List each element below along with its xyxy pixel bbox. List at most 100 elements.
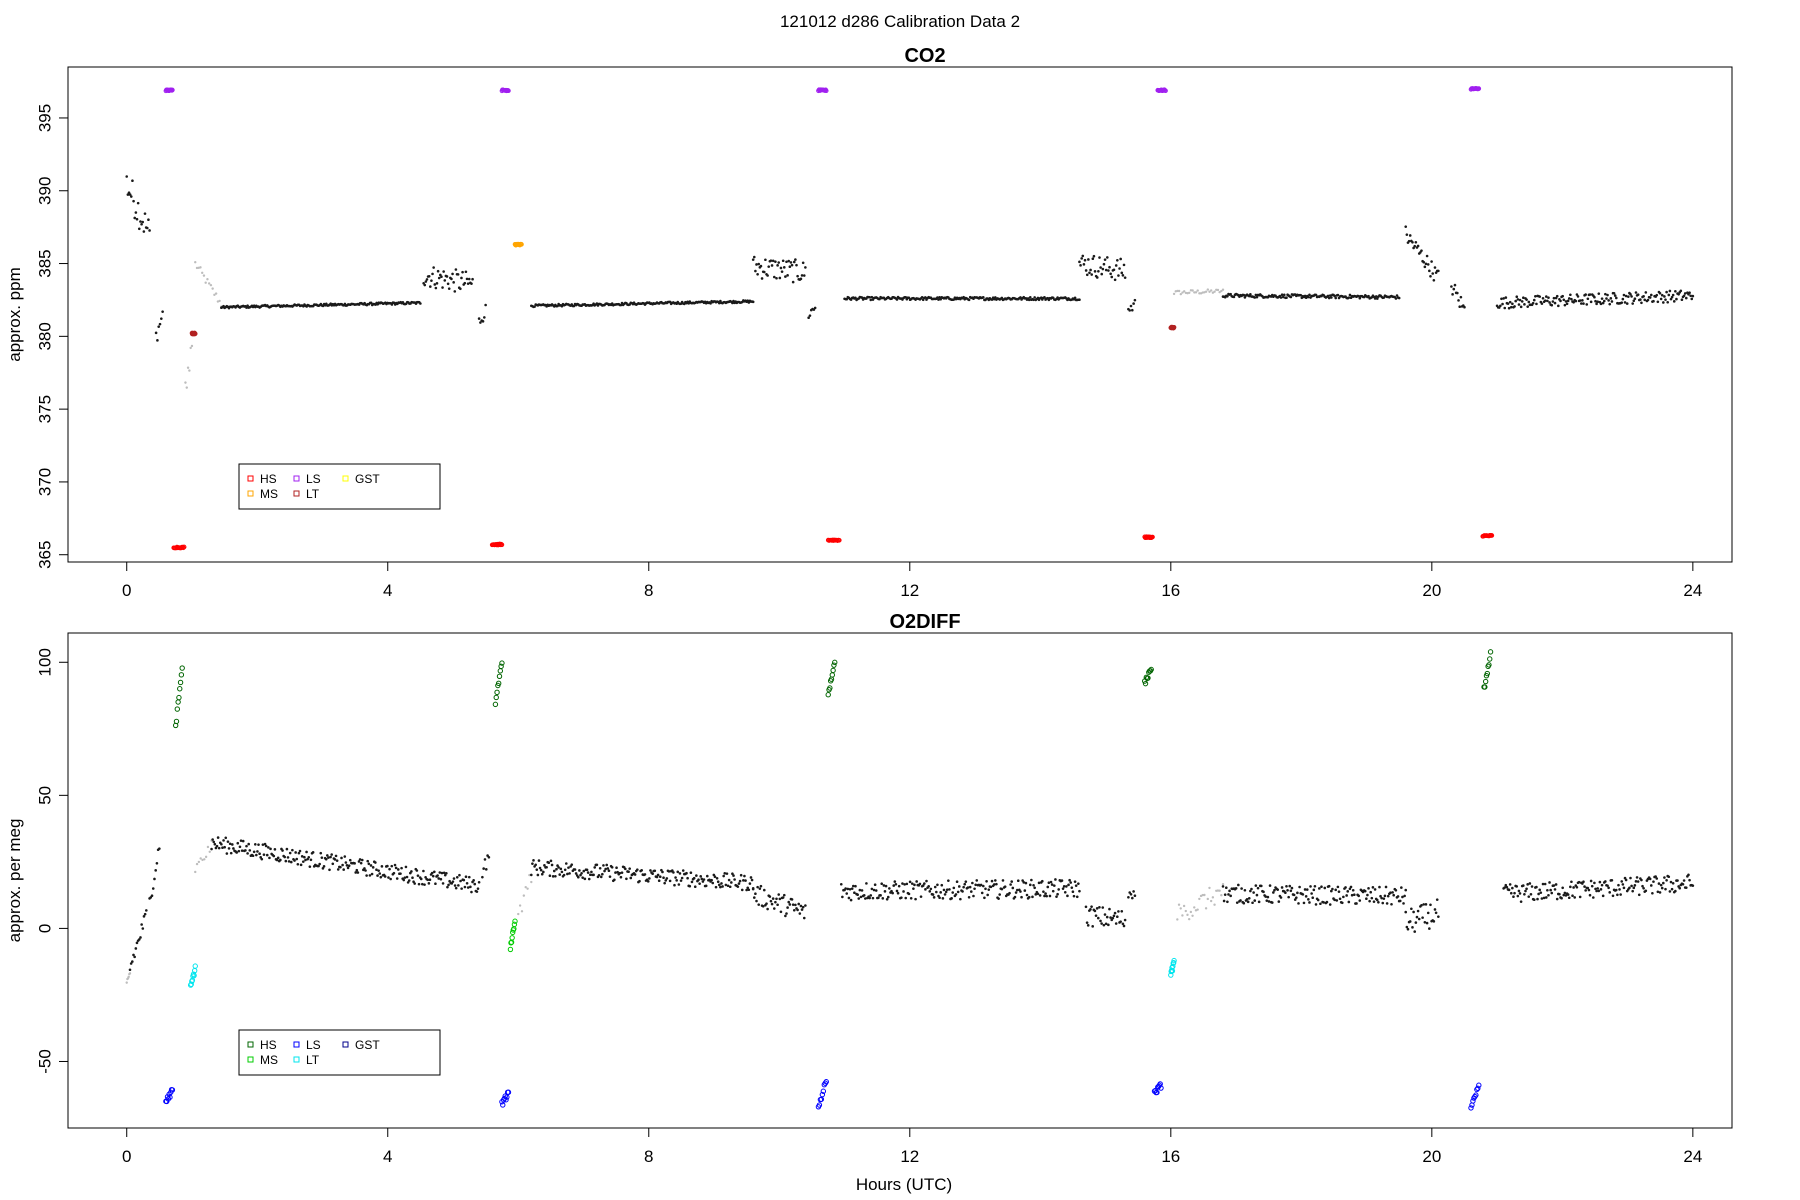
ambient-point	[715, 876, 719, 880]
ambient-point	[1663, 876, 1666, 879]
ambient-point	[1270, 901, 1274, 904]
ambient-point	[714, 885, 718, 889]
ambient-point	[1265, 899, 1269, 902]
ambient-point	[787, 900, 791, 904]
ambient-point	[1266, 895, 1270, 899]
ambient-point	[769, 259, 773, 262]
ambient-point	[1431, 272, 1435, 275]
calibration-point-hs	[1482, 678, 1489, 685]
calibration-point-hs	[498, 663, 504, 670]
ambient-point	[1522, 296, 1525, 300]
ambient-point	[131, 179, 134, 182]
ambient-point	[1041, 879, 1044, 883]
y-tick-label: 390	[35, 177, 54, 205]
transition-point	[190, 344, 194, 348]
ambient-point	[880, 882, 883, 886]
ambient-point	[719, 885, 722, 889]
ambient-point	[1381, 901, 1385, 905]
ambient-point	[792, 908, 796, 912]
ambient-point	[1301, 893, 1305, 896]
ambient-point	[1088, 271, 1091, 275]
ambient-point	[997, 897, 1000, 900]
ambient-point	[256, 850, 259, 853]
ambient-point	[330, 853, 333, 856]
ambient-point	[1089, 268, 1092, 272]
ambient-point	[453, 290, 457, 293]
ambient-point	[1131, 896, 1134, 900]
ambient-point	[724, 883, 728, 887]
calibration-point-ls	[1468, 1105, 1474, 1111]
ambient-point	[1555, 294, 1559, 298]
ambient-point	[1033, 886, 1036, 890]
ambient-point	[1368, 899, 1371, 903]
ambient-point	[854, 296, 857, 300]
ambient-point	[1663, 295, 1666, 298]
ambient-point	[1355, 902, 1358, 905]
ambient-point	[587, 877, 591, 881]
ambient-point	[897, 884, 901, 888]
ambient-point	[461, 270, 464, 274]
calibration-point-ls	[820, 1088, 827, 1094]
ambient-point	[1670, 295, 1674, 299]
ambient-point	[717, 301, 721, 305]
ambient-point	[484, 303, 487, 307]
ambient-point	[1574, 299, 1578, 303]
ambient-point	[1632, 299, 1636, 303]
transition-point	[1179, 907, 1182, 910]
ambient-point	[728, 885, 732, 889]
ambient-point	[1132, 302, 1135, 305]
ambient-point	[134, 211, 138, 214]
ambient-point	[1656, 300, 1660, 304]
calibration-point-hs	[174, 706, 181, 712]
x-tick-label: 0	[122, 1147, 131, 1166]
ambient-point	[136, 201, 140, 205]
ambient-point	[967, 298, 971, 302]
ambient-point	[877, 896, 880, 900]
ambient-point	[1561, 886, 1564, 890]
ambient-point	[427, 275, 431, 278]
ambient-point	[904, 295, 908, 299]
ambient-point	[802, 274, 806, 277]
ambient-point	[216, 836, 220, 839]
ambient-point	[984, 887, 987, 891]
transition-point	[1191, 914, 1194, 917]
ambient-point	[1346, 890, 1350, 893]
ambient-point	[1389, 891, 1392, 895]
ambient-point	[446, 282, 450, 286]
ambient-point	[1600, 883, 1604, 887]
ambient-point	[613, 878, 616, 882]
ambient-point	[1569, 885, 1572, 889]
ambient-point	[419, 302, 422, 305]
ambient-point	[369, 864, 373, 867]
ambient-point	[1336, 293, 1340, 297]
ambient-point	[484, 868, 488, 871]
ambient-point	[1646, 298, 1650, 302]
ambient-point	[1622, 293, 1626, 297]
ambient-point	[1596, 300, 1599, 304]
ambient-point	[1426, 263, 1430, 266]
ambient-point	[1414, 921, 1418, 924]
ambient-point	[742, 879, 745, 882]
ambient-point	[790, 898, 794, 901]
ambient-point	[739, 873, 743, 877]
ambient-point	[800, 274, 804, 277]
ambient-point	[1616, 893, 1619, 897]
ambient-point	[1597, 292, 1601, 295]
ambient-point	[933, 885, 937, 889]
ambient-point	[1112, 914, 1116, 918]
transition-point	[189, 346, 192, 350]
ambient-point	[777, 893, 781, 896]
ambient-point	[770, 902, 774, 906]
y-tick-label: 0	[35, 924, 54, 933]
ambient-point	[1651, 891, 1654, 895]
ambient-point	[217, 846, 221, 850]
ambient-point	[1456, 291, 1459, 295]
ambient-point	[1635, 876, 1639, 879]
ambient-point	[1402, 902, 1405, 905]
ambient-point	[551, 875, 555, 878]
ambient-point	[610, 865, 614, 869]
ambient-point	[1424, 262, 1428, 266]
ambient-point	[799, 277, 803, 281]
ambient-point	[732, 299, 735, 303]
ambient-point	[388, 867, 391, 871]
